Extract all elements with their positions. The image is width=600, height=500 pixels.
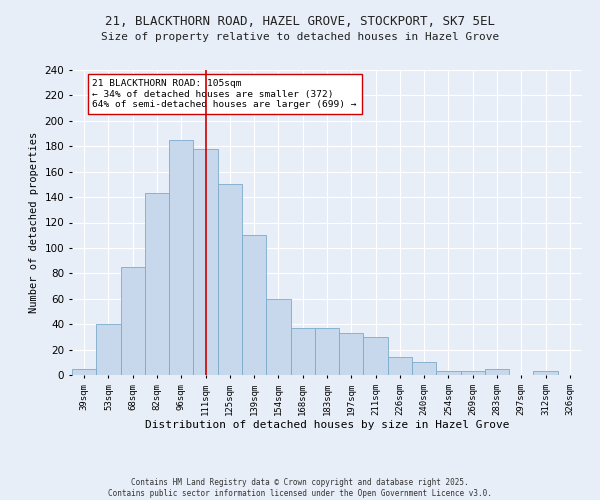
Text: Size of property relative to detached houses in Hazel Grove: Size of property relative to detached ho… [101, 32, 499, 42]
Bar [145, 194, 169, 375]
Bar [412, 362, 436, 375]
Bar [193, 149, 218, 375]
Bar [533, 371, 558, 375]
Bar [242, 235, 266, 375]
Bar [461, 371, 485, 375]
Y-axis label: Number of detached properties: Number of detached properties [29, 132, 39, 313]
Text: 21, BLACKTHORN ROAD, HAZEL GROVE, STOCKPORT, SK7 5EL: 21, BLACKTHORN ROAD, HAZEL GROVE, STOCKP… [105, 15, 495, 28]
Bar [290, 328, 315, 375]
Bar [72, 368, 96, 375]
Bar [96, 324, 121, 375]
Bar [485, 368, 509, 375]
Bar [364, 337, 388, 375]
Bar [315, 328, 339, 375]
Text: Contains HM Land Registry data © Crown copyright and database right 2025.
Contai: Contains HM Land Registry data © Crown c… [108, 478, 492, 498]
Bar [436, 371, 461, 375]
Text: 21 BLACKTHORN ROAD: 105sqm
← 34% of detached houses are smaller (372)
64% of sem: 21 BLACKTHORN ROAD: 105sqm ← 34% of deta… [92, 79, 357, 109]
Bar [339, 333, 364, 375]
Bar [121, 267, 145, 375]
Bar [218, 184, 242, 375]
Bar [388, 357, 412, 375]
Bar [266, 298, 290, 375]
Bar [169, 140, 193, 375]
X-axis label: Distribution of detached houses by size in Hazel Grove: Distribution of detached houses by size … [145, 420, 509, 430]
